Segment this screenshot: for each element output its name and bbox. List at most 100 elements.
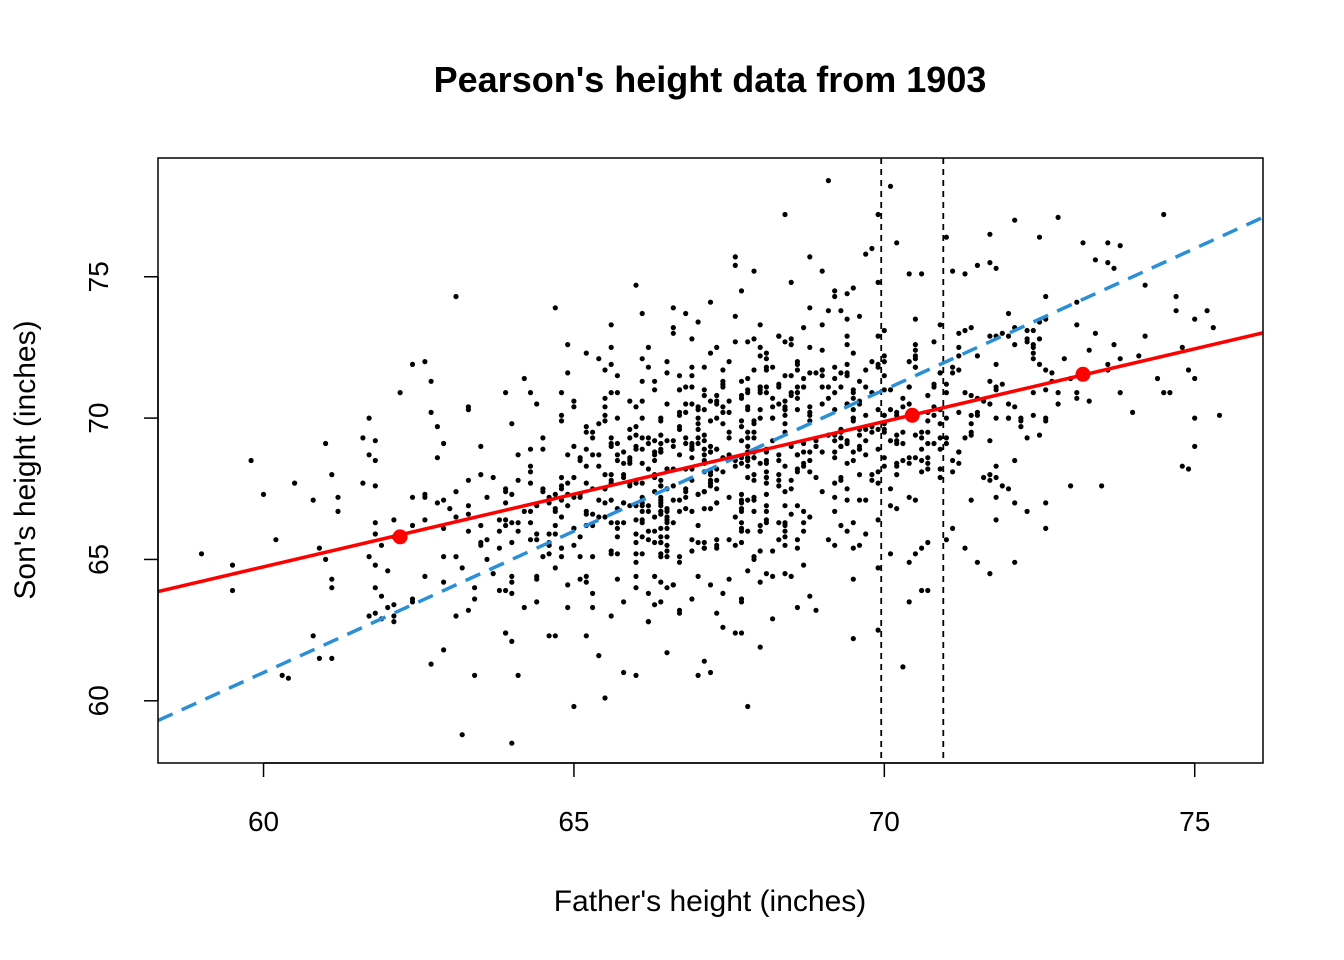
data-point [1117, 243, 1123, 249]
data-point [869, 429, 875, 435]
data-point [503, 587, 509, 594]
data-point [726, 537, 732, 543]
data-point [583, 424, 589, 430]
data-point [490, 571, 496, 577]
data-point [552, 506, 558, 512]
data-point [695, 319, 701, 325]
data-point [409, 522, 416, 529]
data-point [608, 613, 614, 619]
data-point [658, 494, 664, 500]
data-point [658, 525, 664, 532]
data-point [950, 525, 956, 532]
data-point [720, 367, 726, 373]
data-point [521, 508, 527, 514]
data-point [943, 381, 950, 387]
data-point [1111, 342, 1117, 348]
data-point [676, 424, 683, 430]
data-point [1074, 299, 1080, 305]
data-point [745, 339, 751, 345]
data-point [714, 446, 720, 452]
data-point [639, 503, 645, 509]
data-point [782, 542, 788, 548]
data-point [950, 457, 956, 464]
identity-line [158, 215, 1263, 723]
data-point [1018, 424, 1024, 430]
data-point [832, 288, 838, 294]
y-tick-label: 75 [83, 261, 114, 292]
data-point [292, 480, 298, 486]
data-point [782, 503, 788, 509]
data-point [633, 559, 639, 565]
data-point [919, 545, 925, 551]
data-point [428, 409, 434, 415]
data-point [645, 590, 652, 597]
data-point [496, 545, 502, 551]
data-point [360, 435, 366, 441]
data-point [881, 359, 887, 365]
data-point [633, 672, 639, 679]
data-point [602, 404, 608, 410]
data-point [844, 528, 850, 534]
data-point [689, 548, 695, 554]
data-point [745, 568, 751, 574]
data-point [496, 587, 502, 594]
data-point [614, 576, 621, 582]
data-point [534, 599, 540, 605]
data-point [577, 455, 583, 461]
data-point [732, 262, 738, 268]
data-point [490, 474, 496, 481]
data-point [850, 415, 856, 421]
data-point [974, 353, 981, 359]
data-point [875, 480, 881, 486]
data-point [310, 633, 316, 639]
data-point [832, 438, 838, 444]
data-point [993, 474, 999, 481]
data-point [453, 293, 459, 300]
data-point [968, 392, 974, 399]
data-point [503, 630, 509, 636]
data-point [943, 234, 950, 240]
data-point [701, 539, 707, 546]
data-point [453, 613, 459, 619]
data-point [956, 330, 962, 336]
data-point [558, 545, 565, 551]
data-point [819, 373, 825, 379]
data-point [664, 506, 670, 512]
data-point [745, 435, 751, 441]
data-point [738, 491, 745, 497]
data-point [1074, 322, 1080, 328]
data-point [956, 344, 962, 350]
data-point [701, 392, 707, 399]
data-point [745, 375, 751, 382]
data-point [658, 415, 664, 421]
data-point [745, 387, 751, 393]
data-point [509, 590, 515, 597]
data-point [714, 344, 720, 350]
data-point [794, 503, 801, 509]
data-point [850, 395, 856, 401]
x-tick-label: 60 [248, 806, 279, 837]
data-point [676, 559, 683, 565]
data-point [428, 661, 434, 667]
data-point [670, 325, 676, 331]
data-point [229, 562, 236, 568]
data-point [1086, 398, 1092, 404]
data-point [627, 398, 633, 404]
data-point [912, 432, 919, 438]
data-point [794, 361, 801, 367]
data-point [881, 353, 887, 359]
data-point [478, 522, 484, 529]
data-point [956, 409, 962, 415]
data-point [714, 610, 720, 616]
data-point [925, 440, 931, 447]
data-point [745, 528, 751, 534]
data-point [198, 551, 205, 557]
data-point [478, 542, 484, 548]
data-point [701, 452, 707, 458]
data-point [509, 573, 515, 580]
data-point [683, 435, 689, 441]
data-point [229, 587, 236, 594]
data-point [695, 426, 701, 432]
data-point [453, 489, 459, 495]
data-point [664, 534, 670, 540]
